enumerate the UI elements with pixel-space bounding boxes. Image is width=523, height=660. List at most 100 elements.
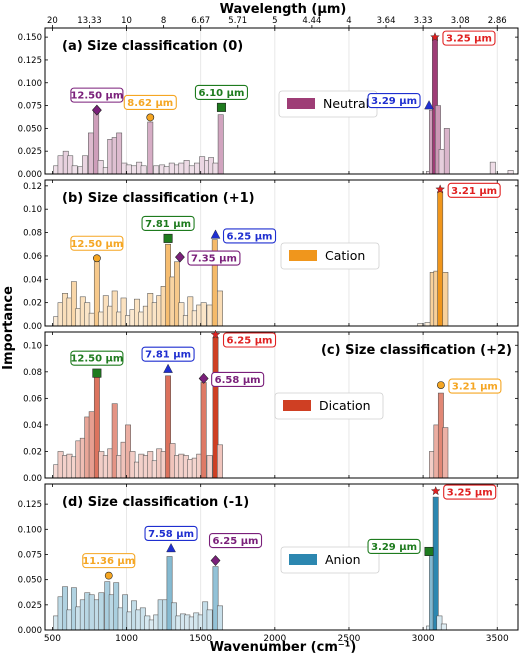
bar bbox=[183, 160, 190, 175]
triangle-marker bbox=[163, 363, 173, 373]
annotation-label: 12.50 μm bbox=[70, 91, 123, 102]
legend-label: Anion bbox=[325, 552, 361, 567]
annotation-label: 8.62 μm bbox=[127, 98, 173, 109]
bottom-axis-title: Wavenumber (cm⁻¹) bbox=[210, 640, 357, 655]
diamond-marker bbox=[91, 104, 102, 116]
panel-3: 0.000 0.025 0.050 0.075 0.100 0.125 (d) Size c… bbox=[18, 483, 519, 636]
y-tick-label: 0.04 bbox=[23, 275, 42, 285]
circle-marker bbox=[104, 571, 113, 580]
bar bbox=[217, 444, 223, 479]
annotation-box bbox=[443, 484, 497, 500]
annotation-label: 3.29 μm bbox=[371, 96, 417, 107]
y-tick-label: 0.050 bbox=[18, 124, 42, 134]
square-marker bbox=[163, 233, 173, 243]
y-tick-label: 0.06 bbox=[23, 394, 42, 404]
panel-frame bbox=[44, 179, 519, 327]
y-tick-label: 0.06 bbox=[23, 252, 42, 262]
annotation-label: 12.50 μm bbox=[70, 354, 123, 365]
bar bbox=[188, 165, 195, 175]
legend-box bbox=[280, 546, 380, 574]
bar bbox=[206, 609, 213, 631]
legend-swatch bbox=[287, 98, 315, 109]
panel-0: 0.000 0.025 0.050 0.075 0.100 0.125 0.150 (a) S… bbox=[18, 27, 519, 180]
top-tick-label: 5 bbox=[272, 16, 277, 26]
annotation-box bbox=[70, 235, 124, 251]
panel-frame bbox=[44, 483, 519, 631]
bar bbox=[217, 114, 224, 175]
y-tick-label: 0.04 bbox=[23, 421, 42, 431]
top-tick-label: 4 bbox=[346, 16, 351, 26]
y-tick-label: 0.000 bbox=[18, 626, 42, 636]
annotation-box bbox=[222, 332, 277, 348]
annotation-box bbox=[211, 371, 265, 388]
bar bbox=[88, 312, 95, 327]
bar bbox=[442, 427, 449, 479]
annotation-box bbox=[448, 378, 502, 394]
legend-label: Neutral bbox=[323, 96, 369, 111]
annotation-box bbox=[141, 215, 195, 231]
panel-2: 0.00 0.02 0.04 0.06 0.08 0.10 (c) Size classif… bbox=[23, 331, 519, 484]
legend-label: Cation bbox=[325, 248, 365, 263]
legend: Cation bbox=[280, 242, 380, 270]
annotation-box bbox=[367, 538, 421, 555]
x-tick-label: 1000 bbox=[115, 634, 138, 644]
bar bbox=[440, 623, 447, 631]
triangle-marker bbox=[166, 543, 176, 553]
top-tick-label: 6.67 bbox=[191, 16, 210, 26]
y-tick-label: 0.00 bbox=[23, 474, 42, 484]
bar bbox=[88, 594, 95, 631]
bar bbox=[442, 271, 449, 327]
annotation-label: 12.50 μm bbox=[70, 239, 123, 250]
panel-frame bbox=[44, 27, 519, 175]
y-tick-label: 0.100 bbox=[18, 79, 42, 89]
annotation-box bbox=[187, 250, 241, 266]
top-tick-label: 13.33 bbox=[77, 16, 101, 26]
annotation-label: 6.25 μm bbox=[213, 536, 259, 547]
top-tick-label: 2.86 bbox=[488, 16, 507, 26]
circle-marker bbox=[92, 254, 101, 263]
annotation-box bbox=[82, 553, 136, 569]
legend-box bbox=[280, 242, 380, 270]
legend-swatch bbox=[289, 554, 317, 565]
y-tick-label: 0.025 bbox=[18, 601, 42, 611]
legend-label: Dication bbox=[319, 398, 371, 413]
top-tick-label: 3.08 bbox=[451, 16, 470, 26]
legend: Dication bbox=[274, 392, 384, 420]
annotation-box bbox=[70, 350, 124, 366]
y-tick-label: 0.050 bbox=[18, 576, 42, 586]
annotation-box bbox=[442, 30, 496, 46]
circle-marker bbox=[146, 113, 155, 122]
annotation-box bbox=[367, 93, 421, 109]
panel-1: 0.00 0.02 0.04 0.06 0.08 0.10 0.12 (b) Size cla… bbox=[23, 179, 519, 332]
bar bbox=[217, 605, 223, 631]
bar bbox=[432, 496, 439, 631]
top-tick-label: 5.71 bbox=[228, 16, 247, 26]
panel-title: (a) Size classification (0) bbox=[62, 39, 243, 54]
square-marker bbox=[424, 546, 434, 556]
bar bbox=[217, 290, 223, 327]
bar bbox=[200, 302, 207, 327]
top-tick-label: 3.64 bbox=[377, 16, 396, 26]
star-marker bbox=[435, 184, 445, 194]
star-marker bbox=[210, 329, 221, 339]
annotation-box bbox=[447, 182, 501, 198]
annotation-box bbox=[141, 346, 195, 362]
annotation-label: 7.81 μm bbox=[145, 350, 191, 361]
diamond-marker bbox=[198, 373, 209, 384]
y-tick-label: 0.000 bbox=[18, 170, 42, 180]
panel-title: (d) Size classification (-1) bbox=[62, 495, 249, 510]
bar bbox=[206, 304, 213, 327]
bar bbox=[200, 382, 207, 479]
y-tick-label: 0.08 bbox=[23, 368, 42, 378]
top-tick-label: 8 bbox=[161, 16, 166, 26]
x-tick-label: 3500 bbox=[486, 634, 509, 644]
bar bbox=[147, 121, 154, 175]
y-axis-title: Importance bbox=[1, 286, 16, 370]
triangle-marker bbox=[424, 100, 434, 110]
legend-swatch bbox=[289, 250, 317, 261]
annotation-label: 6.25 μm bbox=[227, 336, 273, 347]
bar bbox=[438, 149, 445, 175]
triangle-marker bbox=[210, 229, 221, 239]
square-marker bbox=[92, 368, 102, 378]
y-tick-label: 0.10 bbox=[23, 341, 42, 351]
